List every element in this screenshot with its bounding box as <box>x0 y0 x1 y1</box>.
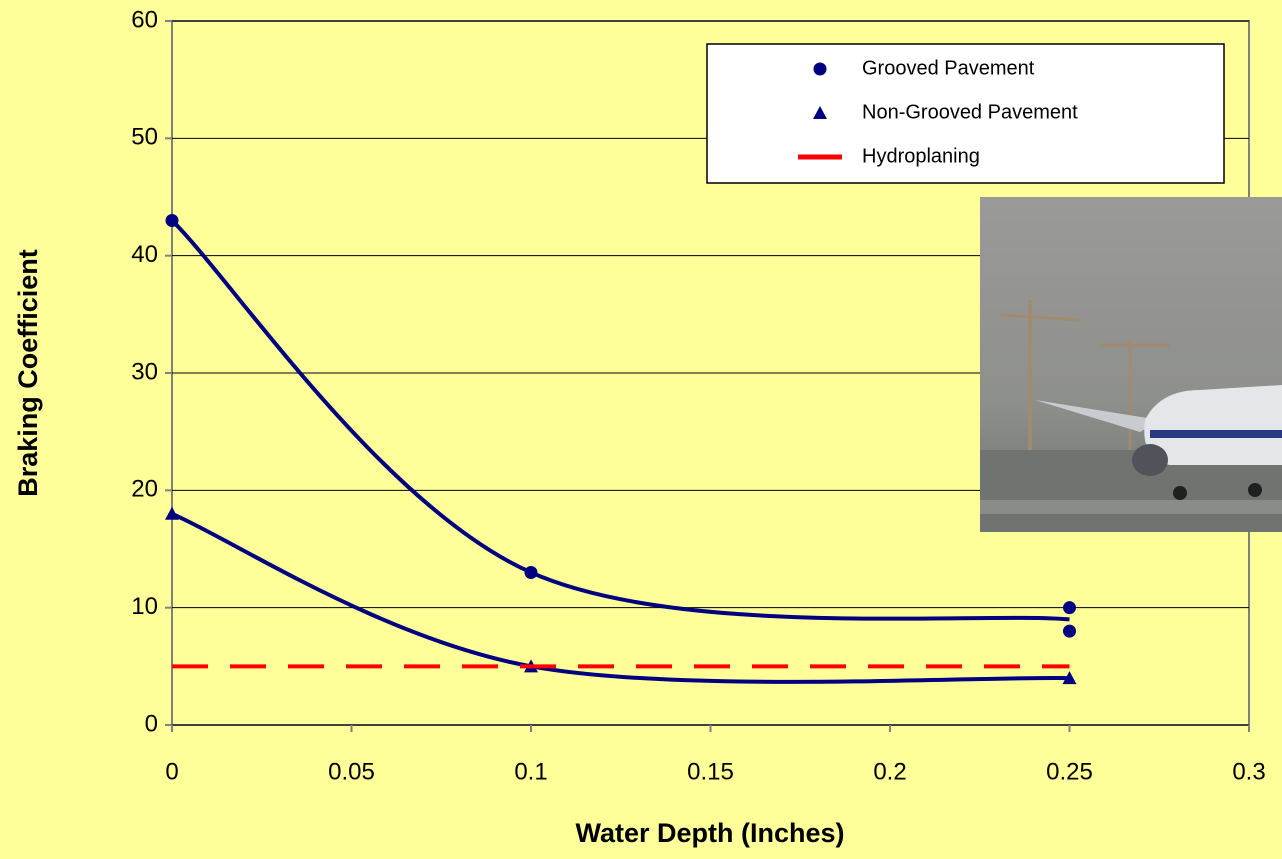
point <box>165 506 179 520</box>
x-tick-label: 0.25 <box>1046 758 1093 785</box>
y-tick-label: 20 <box>131 476 158 503</box>
legend-label: Grooved Pavement <box>862 57 1035 79</box>
x-tick-label: 0.05 <box>328 758 375 785</box>
point <box>1063 624 1076 638</box>
x-tick-label: 0.1 <box>514 758 547 785</box>
y-tick-label: 60 <box>131 6 158 33</box>
point <box>813 62 827 76</box>
x-tick-label: 0.2 <box>873 758 906 785</box>
trend-line <box>171 511 1070 684</box>
y-tick-label: 10 <box>131 593 158 620</box>
x-tick-label: 0 <box>165 758 178 785</box>
point <box>165 213 179 227</box>
legend <box>706 43 1225 184</box>
point <box>524 565 538 579</box>
photo <box>980 197 1282 532</box>
marks <box>165 213 1077 685</box>
y-axis-title: Braking Coefficient <box>13 249 43 497</box>
legend-label: Hydroplaning <box>862 145 980 167</box>
y-tick-label: 50 <box>131 124 158 151</box>
point <box>1062 671 1077 685</box>
y-tick-label: 40 <box>131 241 158 268</box>
y-tick-label: 0 <box>145 710 158 737</box>
legend-label: Non-Grooved Pavement <box>862 101 1078 123</box>
x-tick-label: 0.15 <box>687 758 734 785</box>
x-tick-label: 0.3 <box>1232 758 1265 785</box>
point <box>1063 601 1076 615</box>
y-tick-label: 30 <box>131 358 158 385</box>
point <box>813 106 827 119</box>
x-axis-title: Water Depth (Inches) <box>575 818 844 848</box>
